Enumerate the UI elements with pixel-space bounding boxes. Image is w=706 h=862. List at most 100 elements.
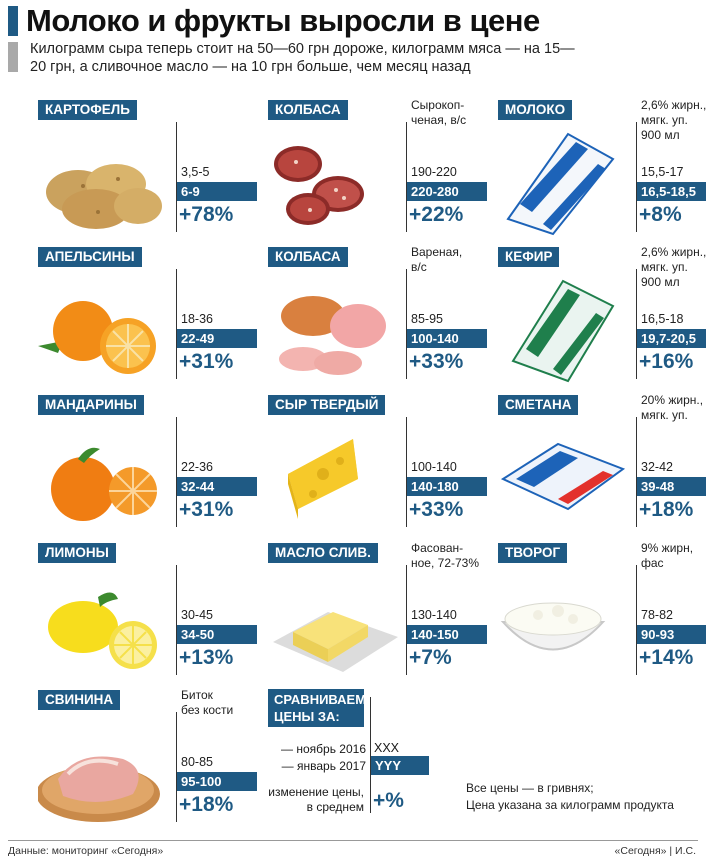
divider	[636, 122, 637, 232]
new-price: 34-50	[177, 625, 257, 644]
page-subtitle: Килограмм сыра теперь стоит на 50—60 грн…	[30, 41, 575, 75]
item-label: КАРТОФЕЛЬ	[38, 100, 137, 120]
item-label: МАНДАРИНЫ	[38, 395, 144, 415]
smoked-sausage-image	[274, 146, 364, 225]
item-note: 2,6% жирн., мягк. уп. 900 мл	[641, 98, 706, 142]
item-card-cheese: СЫР ТВЕРДЫЙ 100-140 140-180 +33%	[268, 395, 493, 533]
item-card-pork: СВИНИНА Биток без кости 80-85 95-100 +18…	[38, 688, 263, 828]
item-card-cottage-cheese: ТВОРОГ 9% жирн, фас 78-82 90-93 +14%	[498, 541, 706, 681]
item-label: КОЛБАСА	[268, 247, 348, 267]
sour-cream-pack-image	[500, 442, 626, 511]
new-price: 100-140	[407, 329, 487, 348]
footer-divider	[8, 840, 698, 841]
legend-row-nov-2016: — ноябрь 2016	[281, 742, 366, 756]
item-card-butter: МАСЛО СЛИВ. Фасован- ное, 72-73% 130-140…	[268, 541, 493, 681]
new-price: 90-93	[637, 625, 706, 644]
new-price: 39-48	[637, 477, 706, 496]
tangerine-image	[51, 447, 157, 521]
legend-old-value: XXX	[374, 741, 400, 755]
milk-pack-image	[506, 132, 615, 236]
legend-change-value: +%	[373, 789, 404, 812]
item-label: МОЛОКО	[498, 100, 573, 120]
legend-new-value: YYY	[371, 756, 429, 775]
item-note: Сырокоп- ченая, в/с	[411, 98, 467, 127]
divider	[406, 269, 407, 379]
kefir-pack-image	[511, 279, 615, 383]
price-change: +33%	[409, 350, 464, 373]
price-change: +33%	[409, 498, 464, 521]
item-note: 9% жирн, фас	[641, 541, 694, 570]
comparison-title: СРАВНИВАЕМ ЦЕНЫ ЗА:	[268, 689, 366, 727]
price-change: +18%	[179, 793, 234, 816]
divider	[176, 417, 177, 527]
item-note: 2,6% жирн., мягк. уп. 900 мл	[641, 245, 706, 289]
item-label: АПЕЛЬСИНЫ	[38, 247, 142, 267]
new-price: 6-9	[177, 182, 257, 201]
pork-image	[38, 756, 160, 822]
old-price: 3,5-5	[181, 165, 210, 179]
price-change: +31%	[179, 498, 234, 521]
divider	[176, 122, 177, 232]
old-price: 16,5-18	[641, 312, 684, 326]
new-price: 220-280	[407, 182, 487, 201]
old-price: 80-85	[181, 755, 213, 769]
old-price: 100-140	[411, 460, 457, 474]
item-card-lemon: ЛИМОНЫ 30-45 34-50 +13%	[38, 543, 263, 681]
item-label: КЕФИР	[498, 247, 560, 267]
price-change: +31%	[179, 350, 234, 373]
price-change: +7%	[409, 646, 452, 669]
new-price: 19,7-20,5	[637, 329, 706, 348]
cheese-image	[288, 439, 358, 519]
old-price: 18-36	[181, 312, 213, 326]
divider	[370, 697, 371, 813]
prices-note: Все цены — в гривнях; Цена указана за ки…	[466, 781, 674, 812]
page-title: Молоко и фрукты выросли в цене	[26, 3, 540, 38]
boiled-sausage-image	[279, 296, 386, 375]
new-price: 16,5-18,5	[637, 182, 706, 201]
divider	[636, 269, 637, 379]
item-card-potato: КАРТОФЕЛЬ 3,5-5 6-9 +78%	[38, 100, 263, 238]
item-card-milk: МОЛОКО 2,6% жирн., мягк. уп. 900 мл 15,5…	[498, 98, 706, 238]
item-card-boiled-sausage: КОЛБАСА Вареная, в/с 85-95 100-140 +33%	[268, 245, 493, 385]
divider	[176, 565, 177, 675]
old-price: 15,5-17	[641, 165, 684, 179]
item-note: Биток без кости	[181, 688, 234, 717]
price-change: +18%	[639, 498, 694, 521]
orange-image	[38, 301, 156, 374]
item-note: 20% жирн., мягк. уп.	[641, 393, 704, 422]
item-label: МАСЛО СЛИВ.	[268, 543, 378, 563]
divider	[406, 417, 407, 527]
divider	[636, 565, 637, 675]
title-accent-bar	[8, 6, 18, 36]
item-note: Вареная, в/с	[411, 245, 463, 274]
divider	[176, 269, 177, 379]
legend-row-jan-2017: — январь 2017	[281, 759, 366, 773]
price-change: +14%	[639, 646, 694, 669]
item-card-smoked-sausage: КОЛБАСА Сырокоп- ченая, в/с 190-220 220-…	[268, 98, 493, 238]
item-card-kefir: КЕФИР 2,6% жирн., мягк. уп. 900 мл 16,5-…	[498, 245, 706, 385]
comparison-legend: СРАВНИВАЕМ ЦЕНЫ ЗА: — ноябрь 2016 XXX — …	[268, 689, 438, 819]
old-price: 85-95	[411, 312, 443, 326]
item-note: Фасован- ное, 72-73%	[411, 541, 480, 570]
divider	[176, 712, 177, 822]
new-price: 95-100	[177, 772, 257, 791]
item-label: СВИНИНА	[38, 690, 121, 710]
item-label: СМЕТАНА	[498, 395, 579, 415]
subtitle-accent-bar	[8, 42, 18, 72]
potato-image	[46, 164, 162, 229]
item-label: СЫР ТВЕРДЫЙ	[268, 395, 386, 415]
old-price: 22-36	[181, 460, 213, 474]
divider	[406, 122, 407, 232]
new-price: 140-150	[407, 625, 487, 644]
old-price: 78-82	[641, 608, 673, 622]
price-change: +22%	[409, 203, 464, 226]
divider	[636, 417, 637, 527]
item-card-sour-cream: СМЕТАНА 20% жирн., мягк. уп. 32-42 39-48…	[498, 393, 706, 533]
price-change: +78%	[179, 203, 234, 226]
new-price: 32-44	[177, 477, 257, 496]
item-card-orange: АПЕЛЬСИНЫ 18-36 22-49 +31%	[38, 247, 263, 385]
old-price: 30-45	[181, 608, 213, 622]
new-price: 140-180	[407, 477, 487, 496]
cottage-cheese-image	[500, 602, 606, 651]
price-change: +8%	[639, 203, 682, 226]
